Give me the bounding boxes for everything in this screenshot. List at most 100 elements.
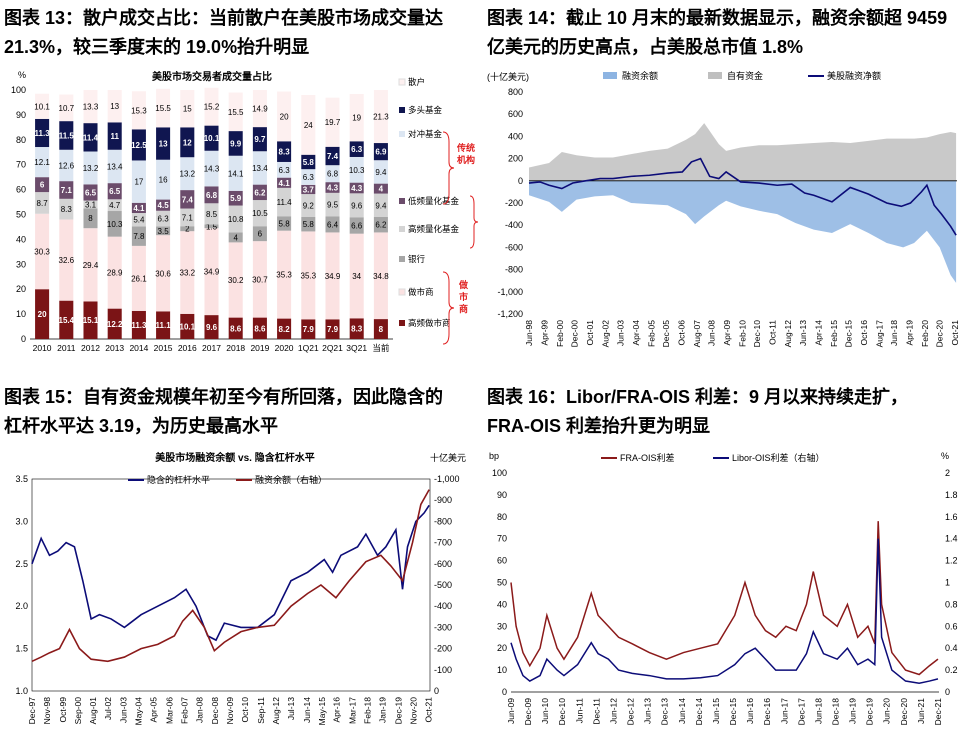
x-tick-label: Jun-03	[119, 697, 129, 723]
bar-segment	[35, 177, 50, 193]
data-label: 13.4	[107, 162, 123, 171]
bar-segment	[180, 90, 195, 128]
bracket-traditional	[442, 131, 455, 205]
bar-segment	[59, 149, 74, 182]
bar-segment	[252, 90, 267, 128]
y-tick-label: 70	[497, 534, 507, 544]
bar-segment	[301, 194, 316, 217]
y-tick-label: 20	[16, 284, 26, 294]
x-tick-label: Oct-99	[58, 697, 68, 723]
data-label: 9.9	[230, 139, 242, 148]
x-tick-label: Dec-20	[935, 320, 945, 348]
bar-segment	[277, 177, 292, 188]
fig16-title-line2: FRA-OIS 利差抬升更为明显	[487, 416, 710, 436]
y-tick-label: 20	[497, 643, 507, 653]
bar-segment	[156, 199, 171, 211]
data-label: 30.2	[228, 276, 244, 285]
x-tick-label: Dec-09	[523, 698, 533, 726]
data-label: 33.2	[180, 269, 196, 278]
y2-tick-label: 1.6	[945, 512, 958, 522]
data-label: 35.3	[276, 271, 292, 280]
data-label: 15.3	[131, 106, 147, 115]
x-tick-label: Apr-05	[149, 697, 159, 723]
bar-segment	[107, 308, 122, 339]
data-label: 24	[304, 121, 313, 130]
annotation-market-maker: 市	[459, 291, 468, 302]
bar-segment	[301, 154, 316, 170]
bar-segment	[277, 187, 292, 217]
bar-segment	[277, 318, 292, 339]
bar-segment	[349, 182, 364, 194]
bar-segment	[277, 161, 292, 178]
bar-segment	[325, 319, 340, 339]
x-tick-label: Feb-18	[363, 697, 373, 724]
x-tick-label: Dec-15	[728, 698, 738, 726]
bar-segment	[107, 183, 122, 200]
legend-swatch	[399, 131, 405, 137]
x-tick-label: Jun-11	[574, 698, 584, 724]
x-tick-label: Jun-12	[608, 698, 618, 724]
annotation-traditional-1: 传统	[456, 142, 475, 153]
data-label: 6.3	[279, 166, 291, 175]
bar-segment	[349, 93, 364, 142]
data-label: 30.7	[252, 275, 268, 284]
data-label: 20	[280, 112, 289, 121]
y-tick-label: 3.0	[15, 516, 28, 526]
x-tick-label: Jun-14	[302, 697, 312, 723]
bar-segment	[35, 213, 50, 290]
bar-segment	[83, 90, 98, 124]
x-tick-label: Dec-19	[393, 697, 403, 725]
y2-tick-label: -500	[434, 580, 452, 590]
bar-segment	[373, 319, 388, 339]
x-tick-label: Jun-13	[643, 698, 653, 724]
data-label: 6	[258, 230, 263, 239]
x-tick-label: 2016	[178, 343, 197, 353]
y2-tick-label: 0	[434, 686, 439, 696]
legend-swatch	[399, 107, 405, 113]
y2-tick-label: 1.2	[945, 556, 958, 566]
x-tick-label: 2010	[33, 343, 52, 353]
fig16-panel: 图表 16：Libor/FRA-OIS 利差：9 月以来持续走扩， FRA-OI…	[483, 371, 966, 742]
data-label: 9.6	[206, 323, 218, 332]
bar-segment	[349, 217, 364, 234]
legend-swatch	[398, 288, 406, 296]
data-label: 15.4	[59, 316, 75, 325]
bar-segment	[156, 127, 171, 160]
y-tick-label: 30	[16, 259, 26, 269]
bar-segment	[252, 200, 267, 227]
fig15-title-line2: 杠杆水平达 3.19，为历史最高水平	[4, 416, 279, 436]
bar-segment	[35, 289, 50, 339]
x-tick-label: Dec-12	[626, 698, 636, 726]
bar-segment	[59, 121, 74, 150]
bar-segment	[325, 165, 340, 183]
data-label: 4.7	[109, 201, 121, 210]
y-tick-label: 80	[497, 512, 507, 522]
x-tick-label: 2017	[202, 343, 221, 353]
y-tick-label: -1,000	[497, 287, 523, 297]
bar-segment	[180, 157, 195, 191]
y2-tick-label: 1	[945, 578, 950, 588]
y2-tick-label: 0.6	[945, 621, 958, 631]
bar-segment	[107, 149, 122, 184]
x-tick-label: Jun-15	[711, 698, 721, 724]
data-label: 8.3	[279, 148, 291, 157]
bar-segment	[131, 245, 146, 311]
bar-segment	[204, 224, 219, 229]
x-tick-label: Apr-19	[905, 320, 915, 346]
bar-segment	[325, 182, 340, 193]
data-label: 7.9	[303, 325, 315, 334]
data-label: 3.1	[85, 200, 97, 209]
bar-segment	[325, 232, 340, 320]
bar-segment	[204, 125, 219, 151]
fig14-panel: 图表 14：截止 10 月末的最新数据显示，融资余额超 9459 亿美元的历史高…	[483, 0, 966, 371]
x-tick-label: Apr-04	[631, 320, 641, 346]
x-tick-label: Apr-09	[722, 320, 732, 346]
data-label: 1.5	[206, 222, 218, 231]
bar-segment	[301, 319, 316, 339]
x-tick-label: Jun-10	[540, 698, 550, 724]
x-tick-label: Dec-15	[843, 320, 853, 348]
bar-segment	[228, 92, 243, 132]
legend-label: 自有资金	[727, 70, 763, 81]
data-label: 9.4	[375, 201, 387, 210]
data-label: 12.5	[131, 141, 147, 150]
